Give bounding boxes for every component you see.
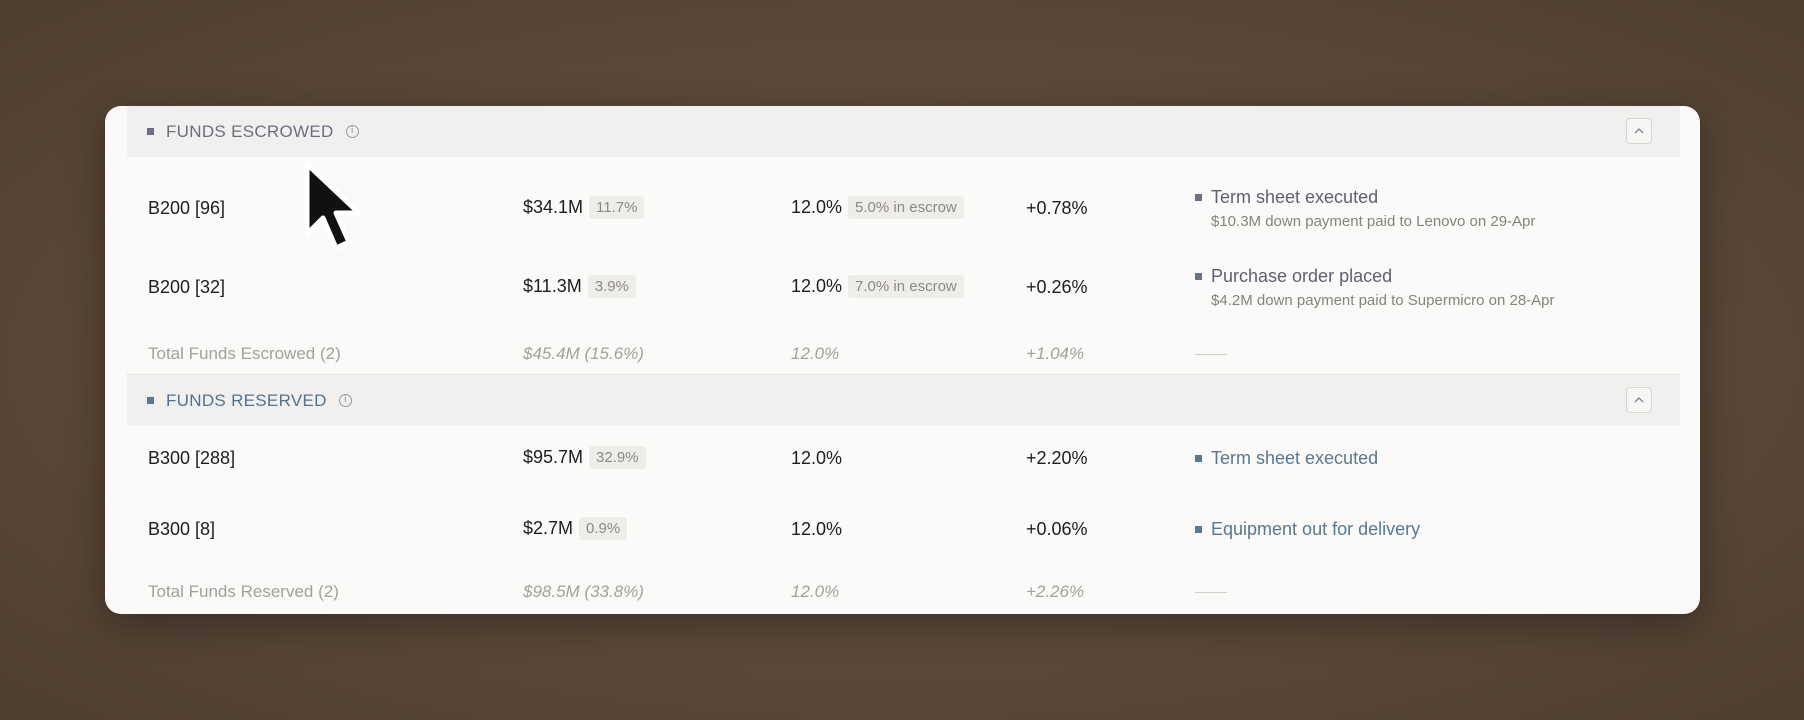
info-icon[interactable]: i xyxy=(345,125,359,138)
delta-value: +0.26% xyxy=(1026,277,1088,297)
rate-value: 12.0% xyxy=(791,519,843,539)
funds-card: FUNDS ESCROWED i B200 [96] $34.1M 11.7% 1… xyxy=(105,106,1700,614)
status-detail: $10.3M down payment paid to Lenovo on 29… xyxy=(1211,213,1536,230)
status-marker-icon xyxy=(1195,526,1202,533)
empty-status-dash xyxy=(1195,582,1227,602)
status-cell: Term sheet executed xyxy=(1195,448,1378,469)
total-amount: $98.5M xyxy=(523,582,580,601)
status-detail: $4.2M down payment paid to Supermicro on… xyxy=(1211,292,1555,309)
status-marker-icon xyxy=(1195,273,1202,280)
amount-value: $11.3M xyxy=(523,276,582,296)
amount-value: $2.7M xyxy=(523,518,574,538)
item-name: B300 [288] xyxy=(148,448,236,468)
total-amount-percent: (33.8%) xyxy=(584,582,644,601)
status-marker-icon xyxy=(1195,194,1202,201)
chevron-up-icon xyxy=(1634,397,1644,403)
item-name: B200 [96] xyxy=(148,198,226,218)
amount-percent-badge: 11.7% xyxy=(589,196,645,219)
status-cell: Equipment out for delivery xyxy=(1195,519,1420,540)
escrow-note-badge: 5.0% in escrow xyxy=(848,196,964,219)
total-amount-percent: (15.6%) xyxy=(584,344,644,363)
mouse-pointer-icon xyxy=(304,161,362,251)
rate-value: 12.0% xyxy=(791,197,843,217)
amount-cell: $34.1M 11.7% xyxy=(523,196,645,219)
empty-status-dash xyxy=(1195,344,1227,364)
item-name: B300 [8] xyxy=(148,519,216,539)
rate-cell: 12.0% 5.0% in escrow xyxy=(791,196,964,219)
total-amount-cell: $98.5M (33.8%) xyxy=(523,582,644,602)
section-title: FUNDS RESERVED xyxy=(166,390,327,410)
total-amount: $45.4M xyxy=(523,344,580,363)
amount-cell: $95.7M 32.9% xyxy=(523,446,646,469)
section-marker-icon xyxy=(147,128,154,135)
info-icon[interactable]: i xyxy=(338,394,352,407)
section-title: FUNDS ESCROWED xyxy=(166,121,334,141)
total-amount-cell: $45.4M (15.6%) xyxy=(523,344,644,364)
status-label: Term sheet executed xyxy=(1211,448,1379,468)
section-header-funds-reserved: FUNDS RESERVED i xyxy=(127,375,1680,426)
total-rate: 12.0% xyxy=(791,344,840,363)
total-rate: 12.0% xyxy=(791,582,840,601)
section-header-funds-escrowed: FUNDS ESCROWED i xyxy=(127,106,1680,157)
total-delta: +2.26% xyxy=(1026,582,1085,601)
delta-value: +0.78% xyxy=(1026,198,1088,218)
status-cell: Purchase order placed $4.2M down payment… xyxy=(1195,266,1555,309)
total-delta: +1.04% xyxy=(1026,344,1085,363)
total-label: Total Funds Escrowed (2) xyxy=(148,344,341,363)
amount-percent-badge: 32.9% xyxy=(589,446,646,469)
delta-value: +2.20% xyxy=(1026,448,1088,468)
status-label: Purchase order placed xyxy=(1211,266,1393,286)
status-label: Equipment out for delivery xyxy=(1211,519,1421,539)
collapse-section-button[interactable] xyxy=(1626,387,1652,413)
section-divider xyxy=(127,374,1680,375)
escrow-note-badge: 7.0% in escrow xyxy=(848,275,964,298)
rate-value: 12.0% xyxy=(791,448,843,468)
amount-value: $95.7M xyxy=(523,447,584,467)
amount-cell: $2.7M 0.9% xyxy=(523,517,628,540)
section-marker-icon xyxy=(147,397,154,404)
collapse-section-button[interactable] xyxy=(1626,118,1652,144)
rate-cell: 12.0% 7.0% in escrow xyxy=(791,275,964,298)
status-label: Term sheet executed xyxy=(1211,187,1379,207)
amount-value: $34.1M xyxy=(523,197,584,217)
amount-cell: $11.3M 3.9% xyxy=(523,275,636,298)
chevron-up-icon xyxy=(1634,128,1644,134)
status-cell: Term sheet executed $10.3M down payment … xyxy=(1195,187,1535,230)
amount-percent-badge: 3.9% xyxy=(587,275,636,298)
delta-value: +0.06% xyxy=(1026,519,1088,539)
item-name: B200 [32] xyxy=(148,277,226,297)
rate-value: 12.0% xyxy=(791,276,843,296)
status-marker-icon xyxy=(1195,455,1202,462)
amount-percent-badge: 0.9% xyxy=(579,517,628,540)
total-label: Total Funds Reserved (2) xyxy=(148,582,339,601)
